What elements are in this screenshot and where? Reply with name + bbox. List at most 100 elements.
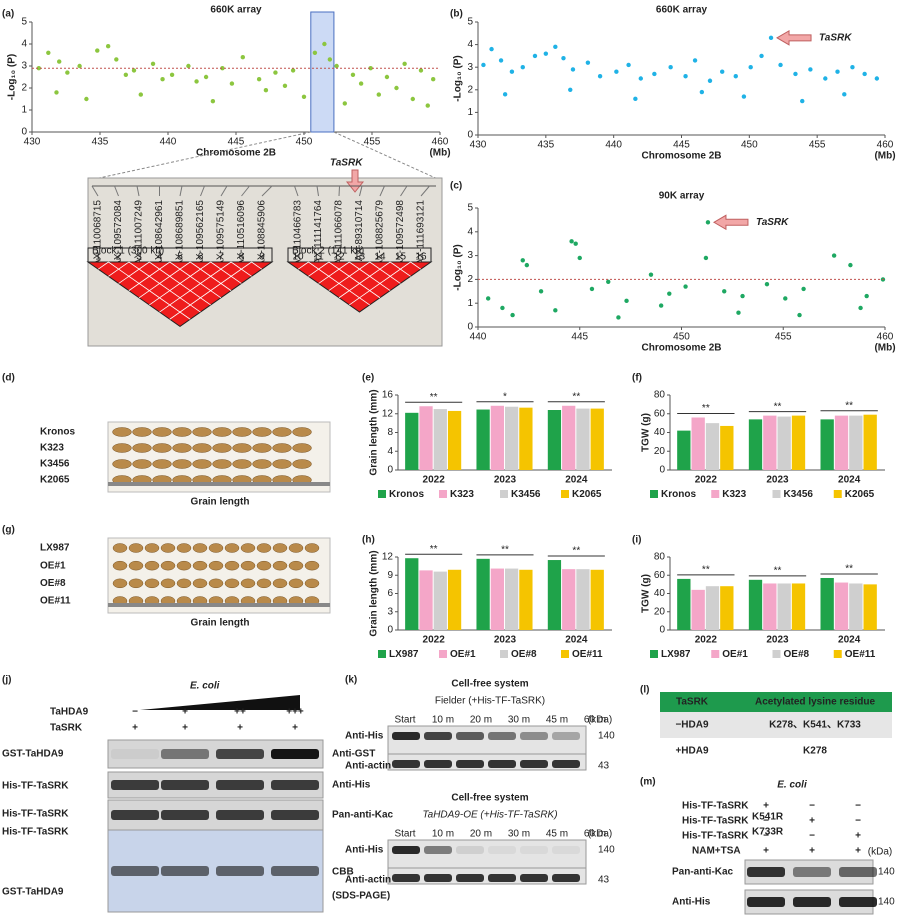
map-tick [91, 185, 99, 197]
significance: ** [774, 565, 782, 576]
grain [224, 543, 240, 553]
band [424, 732, 452, 740]
bar [405, 412, 419, 470]
band [747, 897, 785, 907]
bar [677, 578, 691, 630]
point [282, 83, 288, 89]
sign: + [132, 723, 138, 734]
bar [720, 586, 734, 630]
band-label: His-TF-TaSRK [2, 781, 69, 792]
point [793, 71, 798, 77]
significance: ** [702, 565, 710, 576]
y-tick-label: 2 [467, 274, 473, 285]
panel-label: (i) [632, 535, 641, 546]
antibody-label: Anti-GST [332, 749, 375, 760]
line-label: K323 [40, 443, 64, 454]
y-tick-label: 40 [654, 588, 666, 599]
system-label: Cell-free system [451, 679, 528, 690]
x-tick-label: 2024 [838, 635, 861, 646]
snp-number: 2 [116, 252, 122, 263]
point [138, 92, 143, 97]
sign: − [809, 831, 815, 842]
point [736, 310, 741, 315]
legend-label: K2065 [572, 489, 602, 500]
grain [252, 427, 272, 437]
point [862, 71, 867, 77]
legend-label: LX987 [661, 649, 691, 660]
sign: + [855, 831, 861, 842]
point [520, 65, 525, 70]
y-tick-label: 2 [467, 84, 473, 95]
lane-label: 60 m [584, 715, 606, 726]
legend-label: OE#8 [784, 649, 810, 660]
antibody-label: Anti-actin [345, 761, 391, 772]
legend-swatch [833, 650, 842, 658]
legend-label: K323 [450, 489, 474, 500]
ld-grid [169, 261, 252, 320]
y-tick-label: 1 [467, 107, 473, 118]
x-axis-label: Chromosome 2B [641, 343, 721, 354]
sign: + [237, 723, 243, 734]
y-axis-label: TGW (g) [641, 574, 652, 613]
x-tick-label: 2023 [494, 635, 517, 646]
arrow [776, 29, 812, 46]
grain [208, 560, 224, 571]
point [368, 66, 373, 71]
lane-label: 30 m [508, 829, 530, 840]
y-tick-label: 8 [387, 427, 393, 438]
ruler [108, 482, 330, 486]
point [831, 253, 837, 258]
x-tick-label: 2022 [695, 635, 718, 646]
snp-label: AX-108689851 [175, 200, 186, 267]
snp-label: AX-111066078 [334, 200, 345, 266]
bar [447, 569, 462, 630]
x-tick-label: 450 [673, 332, 690, 343]
grain [144, 543, 160, 553]
band [161, 780, 209, 790]
point [778, 62, 783, 68]
y-tick-label: 0 [659, 625, 665, 636]
bar [490, 405, 504, 470]
significance: ** [572, 546, 580, 557]
bar [576, 408, 590, 470]
grain [212, 427, 232, 437]
snp-number: 13 [354, 252, 366, 263]
grain [292, 427, 312, 437]
sign: − [132, 707, 138, 718]
significance: * [503, 391, 507, 402]
band-label: His-TF-TaSRK [2, 827, 69, 838]
point [36, 66, 41, 71]
bar [433, 409, 447, 470]
map-tick [179, 185, 183, 197]
snp-label: AX-108642961 [154, 200, 165, 267]
grain [152, 459, 172, 469]
band [456, 874, 484, 882]
ld-grid [251, 261, 263, 270]
grain [192, 427, 212, 437]
grain [112, 543, 128, 553]
band-label: His-TF-TaSRK [2, 809, 69, 820]
band [216, 749, 264, 759]
grain [132, 443, 152, 453]
table-header [660, 692, 892, 712]
grain [292, 459, 312, 469]
line-label: OE#1 [40, 560, 66, 571]
panel-label: (g) [2, 525, 15, 536]
point [740, 293, 745, 299]
map-tick [316, 185, 319, 197]
size-label: 43 [598, 875, 610, 886]
sign: + [182, 723, 188, 734]
point [312, 50, 318, 55]
row-label: NAM+TSA [692, 846, 741, 857]
y-tick-label: 12 [382, 552, 394, 563]
y-tick-label: 1 [21, 105, 27, 116]
grain [152, 443, 172, 453]
grain [292, 443, 312, 453]
grain [240, 578, 256, 589]
point [485, 296, 491, 301]
map-tick [220, 185, 228, 197]
point [418, 68, 424, 73]
grain [232, 443, 252, 453]
point [123, 72, 129, 78]
grain [272, 560, 288, 571]
